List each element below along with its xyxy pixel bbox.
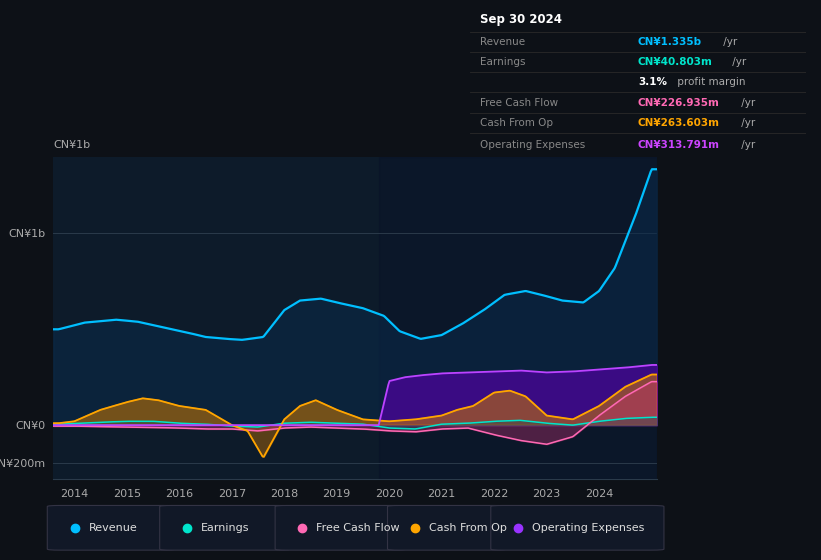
Text: /yr: /yr [738, 97, 755, 108]
Text: CN¥226.935m: CN¥226.935m [638, 97, 720, 108]
Text: Cash From Op: Cash From Op [429, 523, 507, 533]
Text: CN¥263.603m: CN¥263.603m [638, 118, 720, 128]
FancyBboxPatch shape [388, 506, 506, 550]
Text: Revenue: Revenue [89, 523, 137, 533]
Text: 3.1%: 3.1% [638, 77, 667, 87]
FancyBboxPatch shape [159, 506, 291, 550]
Text: /yr: /yr [720, 38, 737, 47]
Text: Earnings: Earnings [201, 523, 250, 533]
Text: profit margin: profit margin [674, 77, 745, 87]
Text: Free Cash Flow: Free Cash Flow [479, 97, 557, 108]
Text: Earnings: Earnings [479, 57, 525, 67]
Text: CN¥40.803m: CN¥40.803m [638, 57, 713, 67]
FancyBboxPatch shape [491, 506, 664, 550]
Text: CN¥1.335b: CN¥1.335b [638, 38, 702, 47]
Text: CN¥1b: CN¥1b [53, 141, 90, 151]
Text: Free Cash Flow: Free Cash Flow [316, 523, 400, 533]
Bar [378, 157, 657, 479]
Text: /yr: /yr [729, 57, 746, 67]
FancyBboxPatch shape [48, 506, 175, 550]
Text: /yr: /yr [738, 118, 755, 128]
FancyBboxPatch shape [275, 506, 406, 550]
Text: Revenue: Revenue [479, 38, 525, 47]
Text: Cash From Op: Cash From Op [479, 118, 553, 128]
Text: Operating Expenses: Operating Expenses [479, 139, 585, 150]
Text: /yr: /yr [738, 139, 755, 150]
Text: CN¥313.791m: CN¥313.791m [638, 139, 720, 150]
Text: Sep 30 2024: Sep 30 2024 [479, 13, 562, 26]
Text: Operating Expenses: Operating Expenses [532, 523, 644, 533]
